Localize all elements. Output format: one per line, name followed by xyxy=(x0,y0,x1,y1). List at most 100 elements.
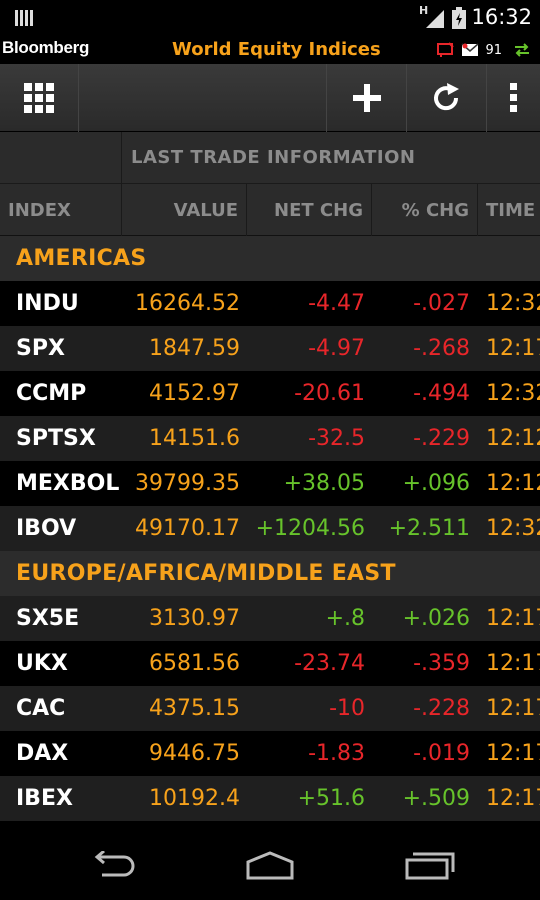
net-change: -10 xyxy=(329,696,365,721)
trade-time: 12:17 xyxy=(486,651,540,676)
mail-icon[interactable] xyxy=(461,43,479,57)
home-icon xyxy=(246,851,294,880)
trade-time: 12:32 xyxy=(486,381,540,406)
index-value: 39799.35 xyxy=(135,471,240,496)
header-status-icons: 91 xyxy=(437,40,530,60)
toolbar-divider xyxy=(486,64,487,132)
index-value: 1847.59 xyxy=(149,336,240,361)
index-value: 16264.52 xyxy=(135,291,240,316)
recents-button[interactable] xyxy=(375,830,485,900)
column-header-net-chg[interactable]: NET CHG xyxy=(247,184,372,236)
percent-change: +.096 xyxy=(402,471,470,496)
table-row[interactable]: DAX 9446.75 -1.83 -.019 12:17 xyxy=(0,731,540,776)
table-row[interactable]: SPTSX 14151.6 -32.5 -.229 12:12 xyxy=(0,416,540,461)
index-symbol: IBOV xyxy=(16,516,77,541)
percent-change: -.494 xyxy=(413,381,470,406)
index-symbol: CCMP xyxy=(16,381,87,406)
index-value: 49170.17 xyxy=(135,516,240,541)
table-row[interactable]: CCMP 4152.97 -20.61 -.494 12:32 xyxy=(0,371,540,416)
network-type-label: H xyxy=(419,4,429,17)
grid-icon xyxy=(24,83,54,113)
table-row[interactable]: UKX 6581.56 -23.74 -.359 12:17 xyxy=(0,641,540,686)
net-change: -20.61 xyxy=(294,381,365,406)
toolbar-divider xyxy=(78,64,79,132)
trade-time: 12:17 xyxy=(486,741,540,766)
net-change: +1204.56 xyxy=(255,516,365,541)
action-toolbar xyxy=(0,64,540,132)
trade-time: 12:17 xyxy=(486,696,540,721)
index-symbol: SPX xyxy=(16,336,65,361)
app-header: Bloomberg World Equity Indices 91 xyxy=(0,36,540,64)
index-value: 9446.75 xyxy=(149,741,240,766)
trade-time: 12:12 xyxy=(486,471,540,496)
index-value: 3130.97 xyxy=(149,606,240,631)
net-change: -1.83 xyxy=(308,741,365,766)
table-row[interactable]: MEXBOL 39799.35 +38.05 +.096 12:12 xyxy=(0,461,540,506)
table-row[interactable]: CAC 4375.15 -10 -.228 12:17 xyxy=(0,686,540,731)
table-row[interactable]: IBOV 49170.17 +1204.56 +2.511 12:32 xyxy=(0,506,540,551)
table-row[interactable]: SPX 1847.59 -4.97 -.268 12:17 xyxy=(0,326,540,371)
refresh-button[interactable] xyxy=(408,64,486,132)
index-symbol: IBEX xyxy=(16,786,73,811)
alert-icon[interactable] xyxy=(437,42,455,58)
grid-menu-button[interactable] xyxy=(0,64,78,132)
index-symbol: SPTSX xyxy=(16,426,96,451)
percent-change: -.027 xyxy=(413,291,470,316)
column-header-index[interactable]: INDEX xyxy=(0,184,122,236)
table-row[interactable]: INDU 16264.52 -4.47 -.027 12:32 xyxy=(0,281,540,326)
index-value: 4375.15 xyxy=(149,696,240,721)
notification-app-icon xyxy=(15,10,33,26)
index-symbol: INDU xyxy=(16,291,79,316)
group-header-americas: AMERICAS xyxy=(0,236,540,281)
percent-change: -.228 xyxy=(413,696,470,721)
table-row[interactable]: IBEX 10192.4 +51.6 +.509 12:17 xyxy=(0,776,540,821)
percent-change: +.509 xyxy=(402,786,470,811)
page-title: World Equity Indices xyxy=(172,39,381,60)
net-change: +.8 xyxy=(325,606,365,631)
add-button[interactable] xyxy=(328,64,406,132)
section-label: LAST TRADE INFORMATION xyxy=(131,147,416,168)
sync-icon[interactable] xyxy=(514,42,530,58)
index-value: 6581.56 xyxy=(149,651,240,676)
percent-change: +2.511 xyxy=(388,516,470,541)
toolbar-divider xyxy=(406,64,407,132)
trade-time: 12:12 xyxy=(486,426,540,451)
percent-change: +.026 xyxy=(402,606,470,631)
brand-logo: Bloomberg xyxy=(2,38,90,57)
toolbar-divider xyxy=(326,64,327,132)
overflow-menu-icon xyxy=(510,83,517,112)
trade-time: 12:17 xyxy=(486,336,540,361)
net-change: -4.47 xyxy=(308,291,365,316)
refresh-icon xyxy=(434,83,459,111)
section-header-spacer xyxy=(0,132,122,184)
index-value: 4152.97 xyxy=(149,381,240,406)
signal-icon xyxy=(426,10,444,28)
back-icon xyxy=(94,851,135,877)
net-change: +38.05 xyxy=(283,471,365,496)
system-nav-bar xyxy=(0,830,540,900)
battery-icon xyxy=(452,7,466,29)
column-headers: INDEX VALUE NET CHG % CHG TIME xyxy=(0,184,540,236)
status-bar: H 16:32 xyxy=(0,0,540,36)
column-header-value[interactable]: VALUE xyxy=(122,184,247,236)
trade-time: 12:17 xyxy=(486,786,540,811)
index-value: 14151.6 xyxy=(149,426,240,451)
index-symbol: MEXBOL xyxy=(16,471,120,496)
back-button[interactable] xyxy=(58,830,168,900)
index-symbol: CAC xyxy=(16,696,66,721)
column-header-time[interactable]: TIME xyxy=(486,199,536,221)
percent-change: -.268 xyxy=(413,336,470,361)
trade-time: 12:32 xyxy=(486,291,540,316)
message-count: 91 xyxy=(485,42,502,58)
net-change: -32.5 xyxy=(308,426,365,451)
clock: 16:32 xyxy=(471,5,532,29)
percent-change: -.019 xyxy=(413,741,470,766)
net-change: +51.6 xyxy=(297,786,365,811)
section-header: LAST TRADE INFORMATION xyxy=(0,132,540,184)
net-change: -23.74 xyxy=(294,651,365,676)
overflow-menu-button[interactable] xyxy=(488,64,540,132)
index-symbol: SX5E xyxy=(16,606,80,631)
column-header-pct-chg[interactable]: % CHG xyxy=(372,184,478,236)
home-button[interactable] xyxy=(215,830,325,900)
table-row[interactable]: SX5E 3130.97 +.8 +.026 12:17 xyxy=(0,596,540,641)
